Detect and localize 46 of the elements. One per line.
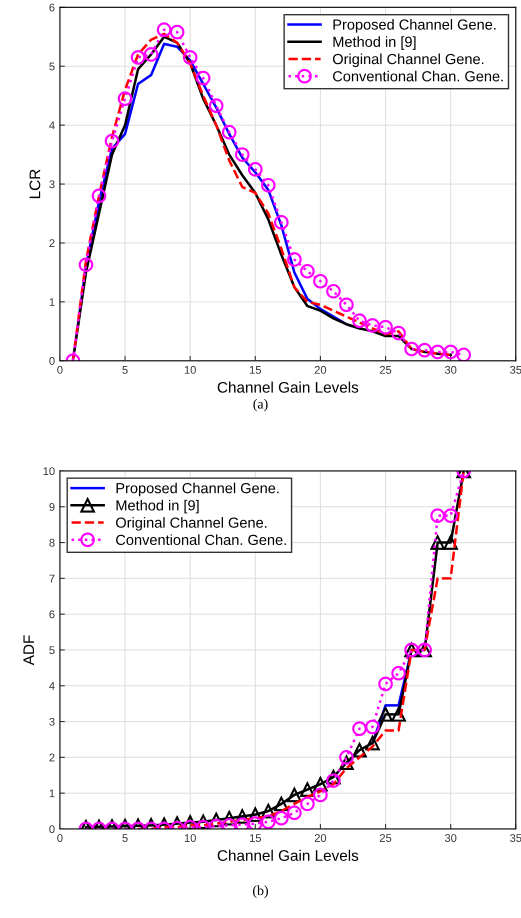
text: (a) [253, 398, 268, 412]
legend-label: Method in [9] [116, 500, 199, 514]
y-tick-label: 9 [49, 503, 55, 511]
x-tick-label: 30 [444, 366, 456, 374]
x-tick-label: 25 [380, 366, 392, 374]
x-tick-label: 20 [314, 366, 326, 374]
x-tick-label: 30 [444, 834, 456, 842]
legend-label: Conventional Chan. Gene. [333, 70, 503, 82]
y-tick-label: 0 [49, 825, 55, 834]
x-tick-label: 20 [314, 834, 326, 842]
legend-label: Original Channel Gene. [332, 53, 484, 68]
y-tick-label: 3 [49, 718, 55, 726]
text: (b) [253, 885, 268, 898]
x-axis-title: Channel Gain Levels [218, 850, 358, 861]
x-tick-label: 15 [250, 834, 262, 842]
y-tick-label: 6 [49, 4, 55, 12]
x-axis-title: Channel Gain Levels [218, 382, 358, 393]
legend-label: Proposed Channel Gene. [116, 482, 279, 496]
legend-label: Method in [9] [333, 36, 416, 50]
y-tick-label: 4 [49, 122, 55, 130]
y-tick-label: 8 [49, 538, 55, 547]
legend-label: Proposed Channel Gene. [333, 19, 496, 33]
x-tick-label: 0 [57, 366, 63, 374]
y-tick-label: 2 [49, 754, 54, 762]
legend-label: Conventional Chan. Gene. [116, 534, 286, 546]
y-axis-title: ADF [23, 635, 34, 666]
x-tick-label: 25 [380, 834, 392, 842]
x-tick-label: 5 [122, 366, 128, 374]
legend-label: Original Channel Gene. [116, 517, 266, 531]
y-tick-label: 7 [49, 574, 54, 582]
x-tick-label: 10 [184, 366, 196, 374]
y-tick-label: 3 [49, 180, 55, 188]
x-tick-label: 0 [57, 834, 63, 842]
y-tick-label: 0 [49, 357, 55, 365]
x-tick-label: 10 [184, 834, 196, 842]
y-axis-title: LCR [29, 169, 40, 198]
y-tick-label: 1 [50, 790, 55, 798]
y-tick-label: 10 [44, 467, 55, 476]
x-tick-label: 15 [250, 366, 262, 374]
y-tick-label: 5 [49, 646, 55, 654]
y-tick-label: 2 [49, 239, 54, 247]
y-tick-label: 6 [49, 610, 55, 618]
y-tick-label: 4 [49, 682, 55, 690]
y-tick-label: 1 [50, 298, 55, 306]
x-tick-label: 5 [122, 834, 128, 842]
y-tick-label: 5 [49, 62, 55, 70]
